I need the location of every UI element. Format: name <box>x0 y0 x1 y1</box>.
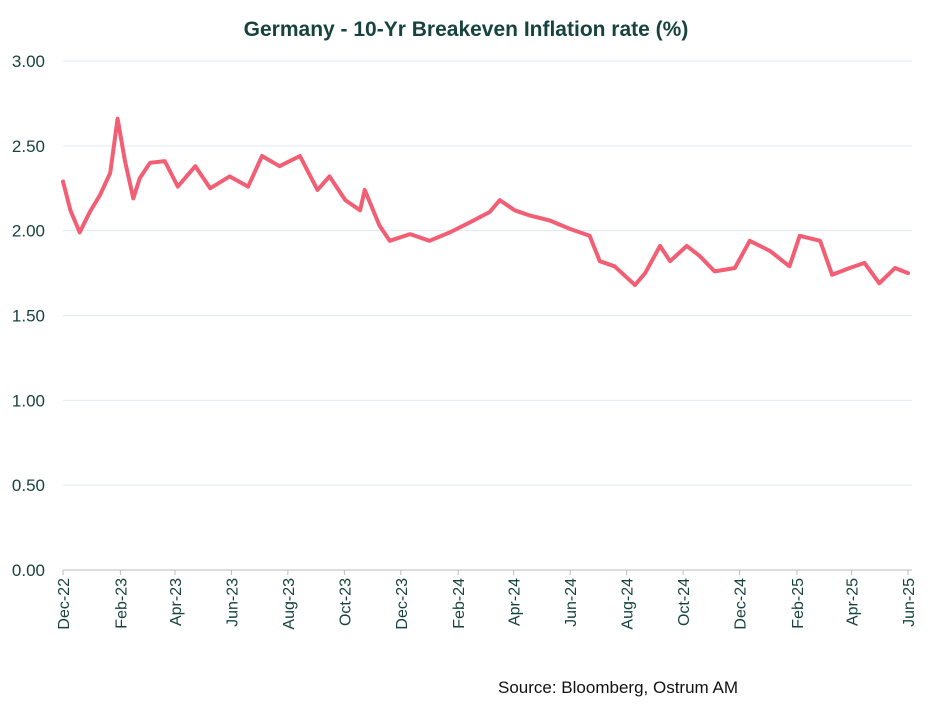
y-tick-label: 0.00 <box>12 561 45 580</box>
data-point <box>246 185 250 189</box>
data-point <box>733 266 737 270</box>
data-point <box>830 273 834 277</box>
source-note: Source: Bloomberg, Ostrum AM <box>498 678 738 697</box>
series-line <box>61 116 910 287</box>
data-point <box>848 266 852 270</box>
data-point <box>108 171 112 175</box>
data-point <box>148 161 152 165</box>
x-tick-label: Dec-22 <box>56 578 73 630</box>
data-point <box>316 188 320 192</box>
data-point <box>116 117 120 121</box>
data-point <box>468 220 472 224</box>
y-tick-label: 2.00 <box>12 222 45 241</box>
data-point <box>138 176 142 180</box>
y-tick-label: 1.00 <box>12 391 45 410</box>
x-tick-label: Apr-24 <box>507 578 524 626</box>
data-point <box>748 239 752 243</box>
x-tick-label: Jun-24 <box>563 578 580 627</box>
data-point <box>633 283 637 287</box>
data-point <box>698 254 702 258</box>
data-point <box>713 269 717 273</box>
x-tick-label: Apr-23 <box>168 578 185 626</box>
data-point <box>798 234 802 238</box>
data-point <box>588 234 592 238</box>
data-point <box>613 264 617 268</box>
data-point <box>598 259 602 263</box>
data-point <box>163 159 167 163</box>
x-tick-label: Jun-25 <box>901 578 918 627</box>
x-tick-label: Aug-23 <box>281 578 298 630</box>
data-point <box>568 227 572 231</box>
data-point <box>788 264 792 268</box>
data-point <box>358 208 362 212</box>
data-point <box>298 154 302 158</box>
data-point <box>228 174 232 178</box>
data-point <box>278 164 282 168</box>
y-tick-label: 0.50 <box>12 476 45 495</box>
data-point <box>408 232 412 236</box>
data-point <box>513 208 517 212</box>
data-point <box>685 244 689 248</box>
y-tick-label: 1.50 <box>12 307 45 326</box>
x-tick-label: Dec-24 <box>733 578 750 630</box>
data-point <box>658 244 662 248</box>
x-tick-label: Feb-24 <box>451 578 468 629</box>
data-point <box>818 239 822 243</box>
data-point <box>388 239 392 243</box>
data-point <box>61 179 65 183</box>
data-point <box>98 193 102 197</box>
x-tick-label: Aug-24 <box>620 578 637 630</box>
data-point <box>176 185 180 189</box>
data-point <box>78 230 82 234</box>
data-point <box>877 281 881 285</box>
data-point <box>123 159 127 163</box>
data-point <box>527 213 531 217</box>
data-point <box>863 261 867 265</box>
data-point <box>68 208 72 212</box>
data-point <box>428 239 432 243</box>
data-point <box>668 259 672 263</box>
data-point <box>548 218 552 222</box>
x-tick-label: Apr-25 <box>845 578 862 626</box>
data-point <box>488 210 492 214</box>
data-point <box>208 186 212 190</box>
data-point <box>260 154 264 158</box>
data-point <box>893 266 897 270</box>
chart-title: Germany - 10-Yr Breakeven Inflation rate… <box>243 18 689 41</box>
x-tick-label: Feb-23 <box>113 578 130 629</box>
y-tick-label: 3.00 <box>12 52 45 71</box>
data-point <box>88 210 92 214</box>
data-point <box>328 174 332 178</box>
x-tick-label: Oct-23 <box>337 578 354 626</box>
data-point <box>131 196 135 200</box>
data-point <box>448 230 452 234</box>
x-tick-label: Oct-24 <box>676 578 693 626</box>
data-point <box>363 188 367 192</box>
data-point <box>343 198 347 202</box>
data-point <box>193 164 197 168</box>
data-point <box>378 224 382 228</box>
x-tick-label: Dec-23 <box>394 578 411 630</box>
data-point <box>768 249 772 253</box>
data-point <box>906 271 910 275</box>
x-tick-label: Jun-23 <box>224 578 241 627</box>
y-tick-label: 2.50 <box>12 137 45 156</box>
x-tick-label: Feb-25 <box>790 578 807 629</box>
data-point <box>643 271 647 275</box>
data-point <box>498 198 502 202</box>
